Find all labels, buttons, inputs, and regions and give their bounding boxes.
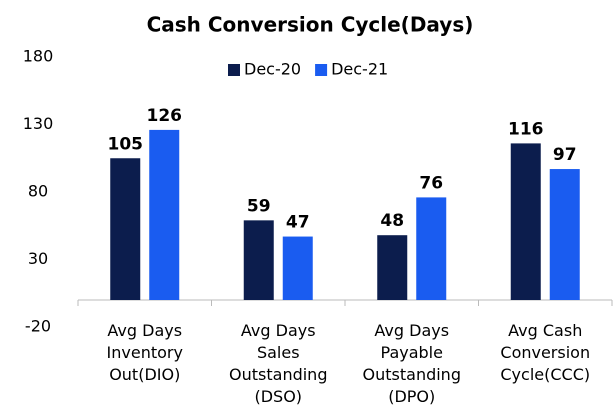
data-label: 76 [419, 173, 443, 193]
bar [149, 129, 180, 300]
bar [510, 143, 541, 300]
legend-label: Dec-20 [244, 60, 301, 79]
chart-title: Cash Conversion Cycle(Days) [147, 13, 474, 37]
data-label: 59 [247, 196, 271, 216]
data-label: 126 [147, 106, 183, 126]
legend-label: Dec-21 [331, 60, 388, 79]
y-tick-label: -20 [25, 317, 51, 336]
data-label: 97 [553, 145, 577, 165]
legend-swatch [228, 64, 240, 76]
bar [282, 236, 313, 300]
bar [377, 235, 408, 300]
bar [243, 220, 274, 300]
y-tick-label: 80 [28, 182, 48, 201]
legend-swatch [315, 64, 328, 76]
data-label: 105 [108, 134, 144, 154]
y-tick-label: 180 [23, 47, 54, 66]
y-tick-label: 30 [28, 249, 48, 268]
data-label: 47 [286, 213, 310, 233]
x-tick-label: Avg Days Inventory Out(DIO) [107, 321, 183, 384]
bar [110, 158, 141, 300]
bar [416, 197, 447, 300]
data-label: 48 [380, 211, 404, 231]
bar [549, 169, 580, 300]
x-tick-label: Avg Days Sales Outstanding (DSO) [229, 321, 327, 406]
x-tick-label: Avg Days Payable Outstanding (DPO) [363, 321, 461, 406]
data-label: 116 [508, 119, 544, 139]
x-tick-label: Avg Cash Conversion Cycle(CCC) [500, 321, 590, 384]
y-tick-label: 130 [23, 114, 54, 133]
